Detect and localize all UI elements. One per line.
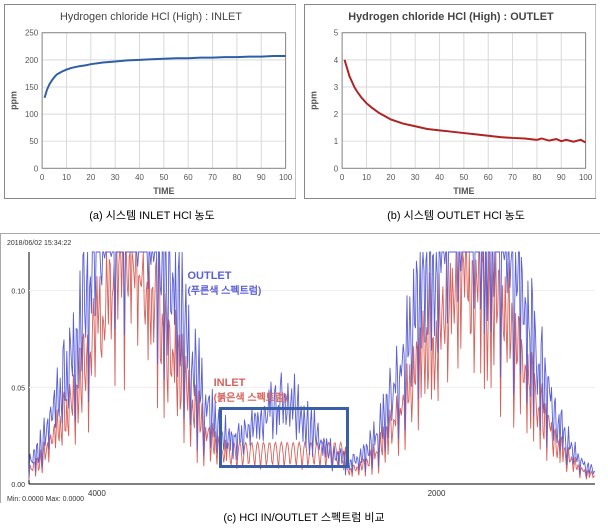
svg-text:0: 0 xyxy=(34,164,39,173)
svg-text:60: 60 xyxy=(484,173,493,182)
svg-text:2018/06/02 15:34:22: 2018/06/02 15:34:22 xyxy=(7,240,71,247)
svg-text:70: 70 xyxy=(208,173,217,182)
svg-text:250: 250 xyxy=(25,29,39,38)
outlet-annotation: OUTLET(푸른색 스펙트럼) xyxy=(187,270,261,297)
svg-text:200: 200 xyxy=(25,56,39,65)
svg-text:30: 30 xyxy=(111,173,120,182)
svg-text:70: 70 xyxy=(508,173,517,182)
svg-text:80: 80 xyxy=(533,173,542,182)
inlet-highlight-box xyxy=(219,407,349,467)
svg-text:100: 100 xyxy=(25,110,39,119)
svg-text:30: 30 xyxy=(411,173,420,182)
svg-text:100: 100 xyxy=(279,173,293,182)
svg-text:ppm: ppm xyxy=(8,91,18,110)
svg-text:4: 4 xyxy=(334,56,339,65)
svg-text:0.05: 0.05 xyxy=(11,385,25,392)
svg-text:2000: 2000 xyxy=(428,489,446,498)
svg-text:2: 2 xyxy=(334,110,338,119)
svg-text:40: 40 xyxy=(435,173,444,182)
outlet-label: OUTLET xyxy=(187,270,261,282)
svg-text:Hydrogen chloride HCl (High) :: Hydrogen chloride HCl (High) : INLET xyxy=(60,11,242,23)
svg-text:20: 20 xyxy=(386,173,395,182)
chart-b-panel: 0123450102030405060708090100Hydrogen chl… xyxy=(304,4,596,199)
svg-text:0: 0 xyxy=(40,173,45,182)
svg-text:0.10: 0.10 xyxy=(11,289,25,296)
inlet-annotation: INLET(붉은색 스펙트럼) xyxy=(214,377,288,404)
svg-text:150: 150 xyxy=(25,83,39,92)
svg-text:50: 50 xyxy=(459,173,468,182)
svg-text:Min: 0.0000 Max: 0.0000: Min: 0.0000 Max: 0.0000 xyxy=(7,496,84,503)
svg-text:4000: 4000 xyxy=(88,489,106,498)
svg-text:ppm: ppm xyxy=(308,91,318,110)
svg-text:0.00: 0.00 xyxy=(11,482,25,489)
caption-a: (a) 시스템 INLET HCl 농도 xyxy=(4,203,300,227)
svg-text:40: 40 xyxy=(135,173,144,182)
svg-text:20: 20 xyxy=(86,173,95,182)
inlet-label: INLET xyxy=(214,377,288,389)
svg-text:0: 0 xyxy=(334,164,339,173)
caption-b: (b) 시스템 OUTLET HCl 농도 xyxy=(308,203,604,227)
svg-text:10: 10 xyxy=(62,173,71,182)
inlet-sublabel: (붉은색 스펙트럼) xyxy=(214,389,288,404)
svg-text:10: 10 xyxy=(362,173,371,182)
svg-text:80: 80 xyxy=(233,173,242,182)
svg-text:100: 100 xyxy=(579,173,593,182)
chart-a-panel: 0 50 100 150 200 250 0 10 20 30 40 50 60 70 80 90 100 Hyd… xyxy=(4,4,296,199)
svg-text:3: 3 xyxy=(334,83,339,92)
line-chart: 0 50 100 150 200 250 0 10 20 30 40 50 60 70 80 90 100 Hyd… xyxy=(5,5,297,198)
svg-text:90: 90 xyxy=(257,173,266,182)
line-chart: 0123450102030405060708090100Hydrogen chl… xyxy=(305,5,597,198)
svg-text:60: 60 xyxy=(184,173,193,182)
caption-c: (c) HCl IN/OUTLET 스펙트럼 비교 xyxy=(0,503,608,529)
svg-text:90: 90 xyxy=(557,173,566,182)
svg-text:TIME: TIME xyxy=(453,186,474,196)
svg-text:TIME: TIME xyxy=(153,186,174,196)
svg-text:5: 5 xyxy=(334,29,339,38)
outlet-sublabel: (푸른색 스펙트럼) xyxy=(187,282,261,297)
svg-text:1: 1 xyxy=(334,137,339,146)
svg-text:0: 0 xyxy=(340,173,345,182)
spectrum-panel: 0.00 0.05 0.10 4000 2000 2018/06/02 15:34:22 M… xyxy=(0,233,600,503)
svg-text:50: 50 xyxy=(29,137,38,146)
svg-text:Hydrogen chloride HCl (High) :: Hydrogen chloride HCl (High) : OUTLET xyxy=(348,11,554,23)
svg-text:50: 50 xyxy=(159,173,168,182)
